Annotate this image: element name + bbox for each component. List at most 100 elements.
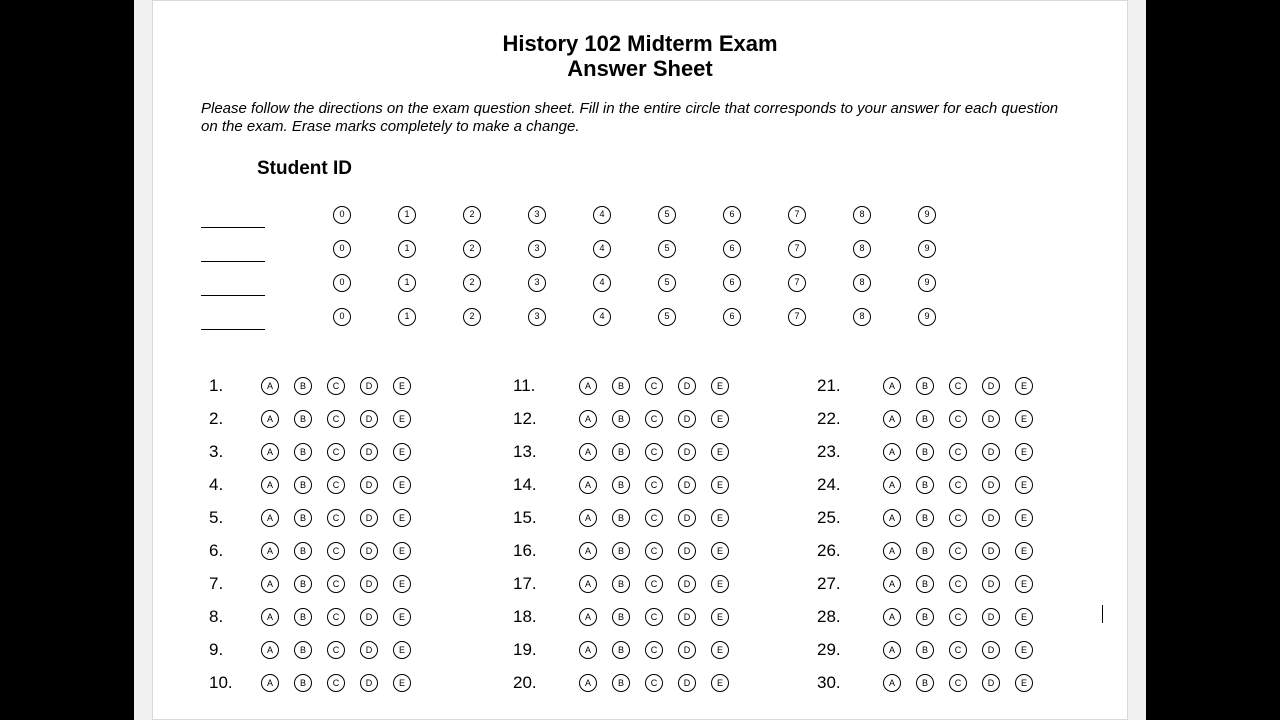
answer-bubble-c[interactable]: C	[327, 410, 345, 428]
answer-bubble-c[interactable]: C	[327, 608, 345, 626]
answer-bubble-d[interactable]: D	[678, 443, 696, 461]
digit-bubble-2[interactable]: 2	[463, 308, 481, 326]
digit-bubble-0[interactable]: 0	[333, 206, 351, 224]
answer-bubble-d[interactable]: D	[982, 542, 1000, 560]
answer-bubble-c[interactable]: C	[327, 641, 345, 659]
answer-bubble-a[interactable]: A	[579, 641, 597, 659]
answer-bubble-c[interactable]: C	[949, 641, 967, 659]
digit-bubble-7[interactable]: 7	[788, 240, 806, 258]
digit-bubble-2[interactable]: 2	[463, 206, 481, 224]
answer-bubble-a[interactable]: A	[579, 674, 597, 692]
answer-bubble-e[interactable]: E	[1015, 443, 1033, 461]
answer-bubble-d[interactable]: D	[678, 674, 696, 692]
digit-bubble-9[interactable]: 9	[918, 240, 936, 258]
digit-bubble-2[interactable]: 2	[463, 274, 481, 292]
answer-bubble-d[interactable]: D	[678, 476, 696, 494]
answer-bubble-d[interactable]: D	[982, 575, 1000, 593]
digit-bubble-4[interactable]: 4	[593, 206, 611, 224]
answer-bubble-a[interactable]: A	[261, 608, 279, 626]
digit-bubble-5[interactable]: 5	[658, 274, 676, 292]
digit-bubble-3[interactable]: 3	[528, 240, 546, 258]
answer-bubble-a[interactable]: A	[261, 674, 279, 692]
answer-bubble-b[interactable]: B	[294, 575, 312, 593]
answer-bubble-e[interactable]: E	[393, 575, 411, 593]
answer-bubble-d[interactable]: D	[982, 377, 1000, 395]
answer-bubble-c[interactable]: C	[645, 377, 663, 395]
answer-bubble-c[interactable]: C	[327, 476, 345, 494]
answer-bubble-c[interactable]: C	[327, 542, 345, 560]
answer-bubble-d[interactable]: D	[982, 608, 1000, 626]
answer-bubble-e[interactable]: E	[711, 608, 729, 626]
answer-bubble-e[interactable]: E	[1015, 509, 1033, 527]
answer-bubble-a[interactable]: A	[883, 443, 901, 461]
answer-bubble-d[interactable]: D	[360, 608, 378, 626]
digit-bubble-1[interactable]: 1	[398, 274, 416, 292]
answer-bubble-e[interactable]: E	[1015, 641, 1033, 659]
digit-bubble-6[interactable]: 6	[723, 206, 741, 224]
answer-bubble-a[interactable]: A	[261, 377, 279, 395]
digit-bubble-6[interactable]: 6	[723, 240, 741, 258]
answer-bubble-e[interactable]: E	[711, 641, 729, 659]
answer-bubble-c[interactable]: C	[949, 542, 967, 560]
digit-bubble-0[interactable]: 0	[333, 240, 351, 258]
answer-bubble-c[interactable]: C	[645, 410, 663, 428]
answer-bubble-a[interactable]: A	[883, 641, 901, 659]
answer-bubble-b[interactable]: B	[612, 476, 630, 494]
answer-bubble-c[interactable]: C	[327, 443, 345, 461]
answer-bubble-d[interactable]: D	[360, 509, 378, 527]
answer-bubble-d[interactable]: D	[360, 410, 378, 428]
digit-bubble-9[interactable]: 9	[918, 274, 936, 292]
digit-bubble-4[interactable]: 4	[593, 240, 611, 258]
answer-bubble-b[interactable]: B	[294, 476, 312, 494]
answer-bubble-c[interactable]: C	[645, 509, 663, 527]
digit-bubble-6[interactable]: 6	[723, 308, 741, 326]
answer-bubble-c[interactable]: C	[949, 509, 967, 527]
answer-bubble-e[interactable]: E	[711, 542, 729, 560]
answer-bubble-c[interactable]: C	[645, 674, 663, 692]
answer-bubble-b[interactable]: B	[916, 674, 934, 692]
answer-bubble-c[interactable]: C	[645, 443, 663, 461]
answer-bubble-b[interactable]: B	[916, 443, 934, 461]
digit-bubble-1[interactable]: 1	[398, 308, 416, 326]
answer-bubble-d[interactable]: D	[982, 509, 1000, 527]
digit-bubble-3[interactable]: 3	[528, 274, 546, 292]
answer-bubble-c[interactable]: C	[327, 674, 345, 692]
answer-bubble-b[interactable]: B	[916, 542, 934, 560]
answer-bubble-c[interactable]: C	[949, 410, 967, 428]
answer-bubble-c[interactable]: C	[645, 608, 663, 626]
answer-bubble-a[interactable]: A	[883, 509, 901, 527]
answer-bubble-e[interactable]: E	[1015, 674, 1033, 692]
answer-bubble-b[interactable]: B	[612, 641, 630, 659]
digit-bubble-3[interactable]: 3	[528, 206, 546, 224]
digit-bubble-9[interactable]: 9	[918, 206, 936, 224]
digit-bubble-3[interactable]: 3	[528, 308, 546, 326]
answer-bubble-b[interactable]: B	[916, 509, 934, 527]
digit-bubble-8[interactable]: 8	[853, 274, 871, 292]
answer-bubble-e[interactable]: E	[711, 575, 729, 593]
answer-bubble-a[interactable]: A	[883, 542, 901, 560]
answer-bubble-c[interactable]: C	[327, 575, 345, 593]
answer-bubble-c[interactable]: C	[327, 509, 345, 527]
answer-bubble-d[interactable]: D	[360, 443, 378, 461]
answer-bubble-b[interactable]: B	[294, 443, 312, 461]
answer-bubble-b[interactable]: B	[294, 641, 312, 659]
answer-bubble-a[interactable]: A	[261, 443, 279, 461]
answer-bubble-d[interactable]: D	[360, 674, 378, 692]
answer-bubble-e[interactable]: E	[711, 509, 729, 527]
answer-bubble-d[interactable]: D	[678, 641, 696, 659]
answer-bubble-e[interactable]: E	[393, 476, 411, 494]
answer-bubble-d[interactable]: D	[982, 476, 1000, 494]
answer-bubble-b[interactable]: B	[612, 377, 630, 395]
answer-bubble-e[interactable]: E	[711, 410, 729, 428]
digit-bubble-9[interactable]: 9	[918, 308, 936, 326]
digit-bubble-4[interactable]: 4	[593, 308, 611, 326]
answer-bubble-a[interactable]: A	[261, 641, 279, 659]
answer-bubble-a[interactable]: A	[579, 509, 597, 527]
answer-bubble-d[interactable]: D	[360, 641, 378, 659]
digit-bubble-2[interactable]: 2	[463, 240, 481, 258]
answer-bubble-c[interactable]: C	[949, 377, 967, 395]
answer-bubble-e[interactable]: E	[1015, 575, 1033, 593]
answer-bubble-d[interactable]: D	[678, 509, 696, 527]
answer-bubble-d[interactable]: D	[678, 410, 696, 428]
answer-bubble-d[interactable]: D	[678, 542, 696, 560]
